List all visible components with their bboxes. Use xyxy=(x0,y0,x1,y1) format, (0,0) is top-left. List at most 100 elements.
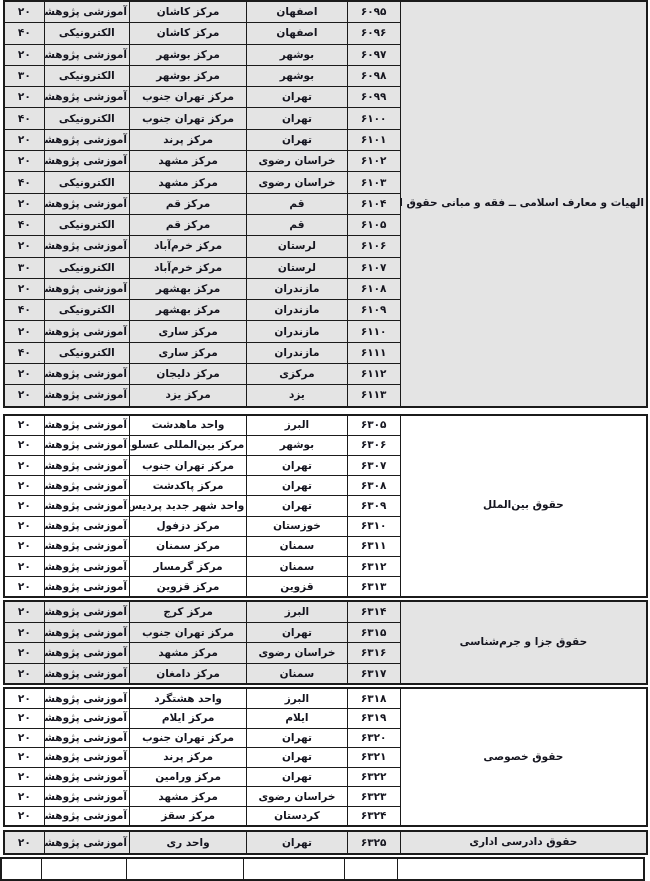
capacity-cell: ۲۰ xyxy=(3,414,45,436)
program-type-cell: آموزشی پژوهشی xyxy=(43,515,130,537)
center-cell: مرکز بهشهر xyxy=(128,299,248,322)
province-cell: اصفهان xyxy=(246,22,348,45)
center-cell: مرکز بوشهر xyxy=(128,43,248,66)
capacity-cell: ۲۰ xyxy=(3,43,45,66)
table-row: حقوق جزا و جرم‌شناسی ۶۳۱۴ البرز مرکز کرج آمو… xyxy=(3,600,648,685)
program-type-cell: آموزشی پژوهشی xyxy=(43,86,130,109)
capacity-cell: ۲۰ xyxy=(3,86,45,109)
center-cell: واحد ری xyxy=(128,830,248,855)
center-cell: مرکز تهران جنوب xyxy=(128,727,248,749)
center-cell: مرکز کاشان xyxy=(128,22,248,45)
code-cell: ۶۳۰۵ xyxy=(346,414,401,436)
category-cell: حقوق بین‌الملل xyxy=(399,414,648,598)
program-type-cell: آموزشی پژوهشی xyxy=(43,642,130,664)
code-cell: ۶۱۰۳ xyxy=(346,171,401,194)
province-cell: بوشهر xyxy=(246,434,348,457)
code-cell: ۶۳۱۹ xyxy=(346,707,401,729)
capacity-cell: ۲۰ xyxy=(3,277,45,301)
code-cell: ۶۱۰۹ xyxy=(346,299,401,322)
province-cell: تهران xyxy=(246,86,348,109)
code-cell: ۶۳۰۶ xyxy=(346,434,401,457)
program-type-cell: آموزشی پژوهشی xyxy=(43,805,130,827)
center-cell: واحد ماهدشت xyxy=(128,414,248,436)
code-cell: ۶۳۲۳ xyxy=(346,786,401,807)
capacity-cell: ۴۰ xyxy=(3,107,45,130)
province-cell: مازندران xyxy=(246,277,348,301)
province-cell: یزد xyxy=(246,384,348,408)
code-cell: ۶۱۰۰ xyxy=(346,107,401,130)
center-cell: واحد هشتگرد xyxy=(128,687,248,709)
center-cell: مرکز تهران جنوب xyxy=(128,621,248,644)
province-cell: خراسان رضوی xyxy=(246,786,348,807)
program-type-cell: آموزشی پژوهشی xyxy=(43,43,130,66)
table-row: الهیات و معارف اسلامی ــ فقه و مبانی حقو… xyxy=(3,0,648,408)
category-cell: حقوق جزا و جرم‌شناسی xyxy=(399,600,648,685)
center-cell: مرکز ورامین xyxy=(128,766,248,788)
province-cell: تهران xyxy=(246,495,348,517)
program-type-cell: آموزشی پژوهشی xyxy=(43,277,130,301)
code-cell: ۶۱۰۱ xyxy=(346,128,401,152)
province-cell: تهران xyxy=(246,747,348,768)
program-type-cell: آموزشی پژوهشی xyxy=(43,766,130,788)
center-cell: مرکز مشهد xyxy=(128,642,248,664)
code-cell: ۶۳۱۱ xyxy=(346,535,401,557)
capacity-cell: ۲۰ xyxy=(3,384,45,408)
province-cell: بوشهر xyxy=(246,43,348,66)
program-type-cell: آموزشی پژوهشی xyxy=(43,576,130,598)
center-cell: مرکز بوشهر xyxy=(128,64,248,88)
table-row: حقوق بین‌الملل ۶۳۰۵ البرز واحد ماهدشت آموزشی… xyxy=(3,414,648,598)
center-cell: مرکز مشهد xyxy=(128,786,248,807)
table-row: ۶۱۰۰ تهران مرکز تهران جنوب الکترونیکی ۴۰ xyxy=(3,107,647,130)
capacity-cell: ۴۰ xyxy=(3,171,45,194)
code-cell: ۶۱۱۳ xyxy=(346,384,401,408)
program-type-cell: آموزشی پژوهشی xyxy=(43,495,130,517)
code-cell: ۶۳۱۴ xyxy=(346,600,401,623)
code-cell: ۶۱۰۲ xyxy=(346,150,401,173)
program-type-cell: آموزشی پژوهشی xyxy=(43,727,130,749)
capacity-cell: ۲۰ xyxy=(3,455,45,477)
capacity-cell: ۲۰ xyxy=(3,150,45,173)
capacity-cell: ۲۰ xyxy=(3,576,45,598)
province-cell: تهران xyxy=(246,455,348,477)
capacity-cell: ۲۰ xyxy=(3,766,45,788)
center-cell: مرکز تهران جنوب xyxy=(128,86,248,109)
center-cell: مرکز ایلام xyxy=(128,707,248,729)
province-cell: تهران xyxy=(246,107,348,130)
capacity-cell: ۲۰ xyxy=(3,786,45,807)
capacity-cell: ۲۰ xyxy=(3,515,45,537)
capacity-cell: ۲۰ xyxy=(3,642,45,664)
category-block-table: حقوق جزا و جرم‌شناسی ۶۳۱۴ البرز مرکز کرج آمو… xyxy=(3,600,648,686)
program-type-cell: آموزشی پژوهشی xyxy=(43,621,130,644)
center-cell: مرکز مشهد xyxy=(128,171,248,194)
code-cell: ۶۱۱۰ xyxy=(346,320,401,343)
capacity-cell: ۴۰ xyxy=(3,22,45,45)
program-type-cell: الکترونیکی xyxy=(43,299,130,322)
center-cell: مرکز ساری xyxy=(128,320,248,343)
category-cell: الهیات و معارف اسلامی ــ فقه و مبانی حقو… xyxy=(399,0,648,408)
center-cell: مرکز دامغان xyxy=(128,662,248,685)
table-row: ۶۱۰۳ خراسان رضوی مرکز مشهد الکترونیکی ۴۰ xyxy=(3,171,647,194)
program-type-cell: الکترونیکی xyxy=(43,64,130,88)
center-cell: مرکز پرند xyxy=(128,747,248,768)
center-cell: مرکز یزد xyxy=(128,384,248,408)
province-cell: قم xyxy=(246,192,348,215)
code-cell: ۶۳۲۱ xyxy=(346,747,401,768)
program-type-cell: آموزشی پژوهشی xyxy=(43,414,130,436)
capacity-cell: ۲۰ xyxy=(3,434,45,457)
program-type-cell: آموزشی پژوهشی xyxy=(43,535,130,557)
code-cell: ۶۱۰۴ xyxy=(346,192,401,215)
program-type-cell: آموزشی پژوهشی xyxy=(43,363,130,386)
province-cell: خراسان رضوی xyxy=(246,642,348,664)
province-cell: قم xyxy=(246,213,348,237)
capacity-cell: ۲۰ xyxy=(3,235,45,258)
capacity-cell: ۴۰ xyxy=(3,213,45,237)
program-type-cell: آموزشی پژوهشی xyxy=(43,747,130,768)
province-cell: کردستان xyxy=(246,805,348,827)
